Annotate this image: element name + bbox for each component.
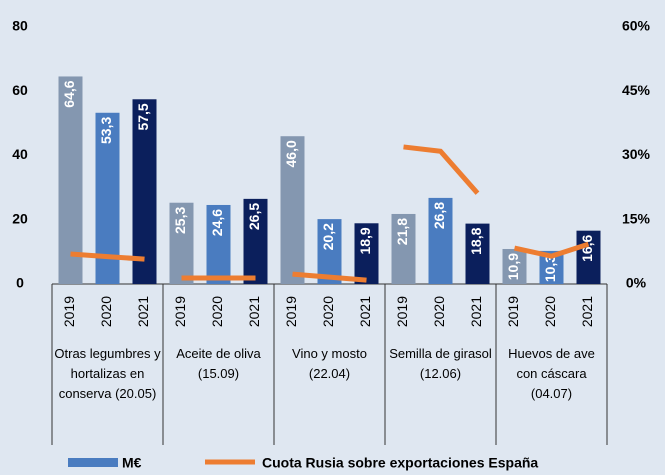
group-label: Semilla de girasol (12.06) [389, 346, 492, 381]
bar-value-label: 10,9 [505, 253, 521, 280]
group-label: Aceite de oliva (15.09) [176, 346, 261, 381]
bar-value-label: 64,6 [61, 80, 77, 107]
y-tick-label: 40 [12, 146, 28, 162]
y-tick-label: 60 [12, 82, 28, 98]
x-tick-label: 2019 [283, 296, 299, 327]
x-tick-label: 2021 [246, 296, 262, 327]
bar-value-label: 26,8 [431, 202, 447, 229]
bar-value-label: 20,2 [320, 223, 336, 250]
y-tick-label: 20 [12, 210, 28, 226]
bar [243, 198, 268, 284]
share-line [403, 144, 480, 195]
x-tick-label: 2021 [357, 296, 373, 327]
bar-value-label: 10,3 [542, 255, 558, 282]
bar-value-label: 16,6 [579, 234, 595, 261]
x-tick-label: 2020 [98, 296, 114, 327]
x-tick-label: 2020 [431, 296, 447, 327]
share-line [513, 241, 590, 259]
y2-tick-label: 0% [626, 275, 647, 291]
bar [58, 76, 83, 284]
share-line [292, 271, 367, 283]
x-tick-label: 2019 [394, 296, 410, 327]
bar-value-label: 57,5 [135, 103, 151, 130]
bar-value-label: 18,8 [468, 227, 484, 254]
x-tick-label: 2020 [542, 296, 558, 327]
x-tick-label: 2020 [320, 296, 336, 327]
bar-value-label: 24,6 [209, 209, 225, 236]
bar [280, 136, 305, 284]
group-label: Vino y mosto (22.04) [292, 346, 367, 381]
y2-tick-label: 15% [622, 210, 651, 226]
bar [317, 219, 342, 284]
bar [502, 248, 527, 284]
bar-value-label: 21,8 [394, 218, 410, 245]
bar [428, 197, 453, 284]
x-tick-label: 2019 [505, 296, 521, 327]
bar-value-label: 46,0 [283, 140, 299, 167]
y2-tick-label: 60% [622, 18, 651, 34]
bar [576, 230, 601, 284]
bar-value-label: 53,3 [98, 117, 114, 144]
x-tick-label: 2021 [579, 296, 595, 327]
x-tick-label: 2019 [172, 296, 188, 327]
group-label: Otras legumbres y hortalizas en conserva… [54, 346, 161, 401]
bar-value-label: 25,3 [172, 207, 188, 234]
y2-tick-label: 45% [622, 82, 651, 98]
y-tick-label: 80 [12, 18, 28, 34]
bar [465, 223, 490, 284]
bar [132, 99, 157, 284]
x-tick-label: 2021 [468, 296, 484, 327]
x-tick-label: 2021 [135, 296, 151, 327]
bar [206, 204, 231, 284]
legend-swatch [68, 458, 118, 467]
bar-value-label: 18,9 [357, 227, 373, 254]
bar [391, 213, 416, 284]
x-tick-label: 2019 [61, 296, 77, 327]
y-tick-label: 0 [16, 275, 24, 291]
x-tick-label: 2020 [209, 296, 225, 327]
legend-label: Cuota Rusia sobre exportaciones España [262, 455, 538, 471]
bar [169, 202, 194, 284]
bar-value-label: 26,5 [246, 203, 262, 230]
y2-tick-label: 30% [622, 146, 651, 162]
legend-label: M€ [122, 455, 142, 471]
share-line [70, 251, 145, 262]
bar [354, 223, 379, 284]
group-label: Huevos de ave con cáscara (04.07) [508, 346, 595, 401]
